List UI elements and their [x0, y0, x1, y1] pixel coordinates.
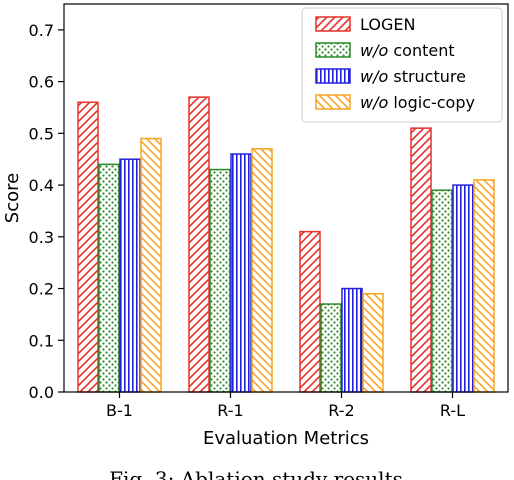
- bar-r-l-series-2: [452, 184, 474, 393]
- bar-r-1-series-3: [251, 148, 273, 393]
- bar-r-2-series-2: [341, 287, 363, 393]
- legend-label: w/o structure: [360, 67, 466, 86]
- legend-swatch: [315, 94, 351, 110]
- legend-label: LOGEN: [360, 15, 415, 34]
- bars: [77, 96, 495, 393]
- legend-label: w/o content: [360, 41, 455, 60]
- y-tick-label: 0.7: [29, 21, 54, 40]
- bar-r-2-series-0: [299, 230, 321, 393]
- bar-b-1-series-2: [119, 158, 141, 393]
- bar-r-l-series-1: [431, 189, 453, 393]
- y-axis-label: Score: [2, 173, 23, 223]
- legend-swatch: [315, 42, 351, 58]
- legend-swatch: [315, 68, 351, 84]
- plot-frame: [63, 3, 509, 393]
- legend: LOGEN w/o content w/o structure w/o logic-c…: [301, 7, 503, 123]
- y-tick-label: 0.2: [29, 280, 54, 299]
- bar-b-1-series-3: [140, 137, 162, 393]
- y-tick-label: 0.4: [29, 176, 54, 195]
- y-tick-label: 0.0: [29, 383, 54, 402]
- bar-r-2-series-1: [320, 303, 342, 393]
- figure-caption: Fig. 3: Ablation study results: [109, 467, 403, 480]
- bar-b-1-series-1: [98, 163, 120, 393]
- x-tick-label: R-1: [217, 401, 243, 420]
- y-tick-label: 0.5: [29, 124, 54, 143]
- bar-r-1-series-0: [188, 96, 210, 393]
- bar-r-l-series-3: [473, 179, 495, 393]
- bar-r-l-series-0: [410, 127, 432, 393]
- bar-r-1-series-1: [209, 168, 231, 393]
- x-tick-label: R-2: [328, 401, 354, 420]
- x-tick-label: B-1: [106, 401, 133, 420]
- bar-b-1-series-0: [77, 101, 99, 393]
- x-tick-label: R-L: [440, 401, 465, 420]
- y-tick-label: 0.1: [29, 331, 54, 350]
- y-tick-label: 0.3: [29, 228, 54, 247]
- bar-r-1-series-2: [230, 153, 252, 393]
- x-axis-label: Evaluation Metrics: [203, 428, 369, 449]
- y-tick-label: 0.6: [29, 73, 54, 92]
- bar-r-2-series-3: [362, 292, 384, 393]
- legend-box: [301, 7, 503, 123]
- legend-label: w/o logic-copy: [360, 93, 475, 112]
- axes: 0.0 0.1 0.2 0.3 0.4 0.5 0.6 0.7 B-1 R-1 R-2 R-L: [29, 3, 509, 420]
- legend-swatch: [315, 16, 351, 32]
